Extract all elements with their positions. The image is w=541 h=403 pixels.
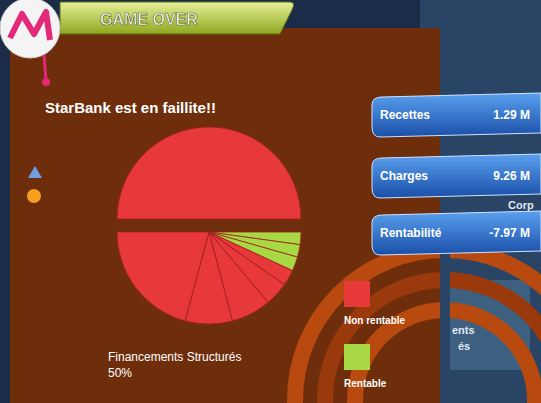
pie xyxy=(117,127,301,324)
slice-caption: Financements Structurés xyxy=(108,350,241,364)
stat: Rentabilité -7.97 M xyxy=(372,211,541,255)
legend-label: Non rentable xyxy=(344,315,406,326)
stat-label: Recettes xyxy=(380,108,430,122)
legend-label: Rentable xyxy=(344,378,387,389)
panel-edge xyxy=(440,240,450,403)
pie-slice[interactable] xyxy=(117,127,301,219)
logo xyxy=(0,0,60,58)
logo-stem xyxy=(44,55,46,80)
pie-slice[interactable] xyxy=(117,232,209,321)
background-label: Corp xyxy=(508,199,534,211)
stat-ribbon xyxy=(372,211,541,255)
stat-value: -7.97 M xyxy=(489,226,530,240)
screen: Corp ents és GAME OVER StarBank est en faill… xyxy=(0,0,541,403)
map-background xyxy=(0,0,541,403)
stat-ribbon xyxy=(372,93,541,137)
stat-value: 1.29 M xyxy=(493,108,530,122)
stat: Recettes 1.29 M xyxy=(372,93,541,137)
logo-dot xyxy=(42,78,50,86)
stat-value: 9.26 M xyxy=(493,169,530,183)
header-tab xyxy=(60,2,294,34)
decor-arcs xyxy=(295,250,541,403)
decor-arc xyxy=(295,250,541,403)
decor-arc xyxy=(325,280,541,403)
legend-swatch xyxy=(344,281,370,307)
message: StarBank est en faillite!! xyxy=(45,99,216,116)
stat-ribbon xyxy=(372,154,541,198)
stat-label: Rentabilité xyxy=(380,226,442,240)
header-title: GAME OVER xyxy=(100,11,198,28)
icon-circle xyxy=(27,189,41,203)
stat-label: Charges xyxy=(380,169,428,183)
legend: Non rentable Rentable xyxy=(344,281,406,389)
background-label: és xyxy=(458,340,470,352)
logo-mark xyxy=(10,12,50,40)
slice-value: 50% xyxy=(108,366,132,380)
stat: Charges 9.26 M xyxy=(372,154,541,198)
background-label: ents xyxy=(452,324,475,336)
icon-triangle xyxy=(28,166,42,178)
legend-swatch xyxy=(344,344,370,370)
